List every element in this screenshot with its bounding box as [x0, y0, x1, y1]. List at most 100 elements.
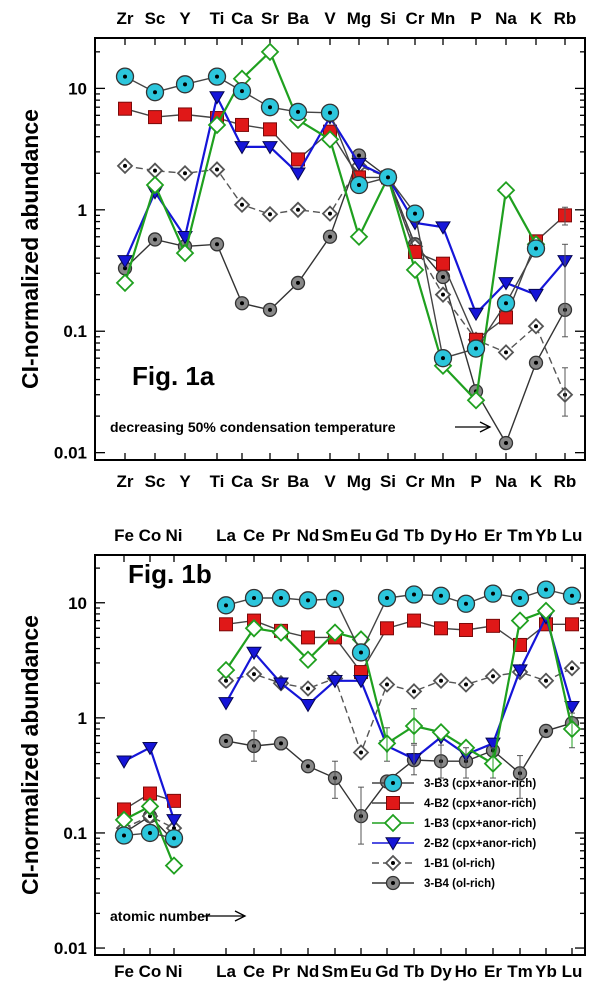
data-point-3-B3-dot — [148, 830, 152, 835]
data-point-3-B4-dot — [268, 307, 272, 312]
data-point-1-B1-dot — [252, 672, 256, 677]
x-tick-label-bottom: Cr — [406, 472, 425, 491]
data-point-1-B3 — [140, 797, 160, 816]
data-point-1-B1-dot — [240, 202, 244, 207]
chart-panel-2: 0.010.1110FeFeCoCoNiNiLaLaCeCePrPrNdNdSm… — [17, 526, 586, 981]
data-point-3-B3-dot — [183, 82, 187, 87]
x-tick-label-top: Mn — [431, 9, 456, 28]
x-tick-label-top: K — [530, 9, 543, 28]
data-point-3-B4-dot — [279, 741, 283, 746]
x-tick-label-top: Y — [179, 9, 191, 28]
x-tick-label-bottom: P — [470, 472, 481, 491]
data-point-3-B4-dot — [224, 738, 228, 743]
x-tick-label-bottom: Nd — [297, 962, 320, 981]
data-point-2-B2 — [564, 700, 580, 715]
x-tick-label-bottom: K — [530, 472, 543, 491]
data-point-1-B3 — [244, 619, 264, 638]
data-point-2-B2 — [353, 675, 369, 689]
x-tick-label-bottom: Er — [484, 962, 502, 981]
series-line-2-B2 — [123, 93, 566, 316]
data-point-3-B4-dot — [534, 360, 538, 365]
x-tick-label-bottom: Zr — [117, 472, 134, 491]
x-tick-label-top: Fe — [114, 526, 134, 545]
data-point-4-B2 — [301, 630, 315, 645]
data-point-2-B2 — [498, 277, 514, 291]
legend: 3-B3 (cpx+anor-rich) 4-B2 (cpx+anor-rich)… — [372, 773, 536, 891]
x-tick-label-bottom: Yb — [535, 962, 557, 981]
data-point-3-B3-dot — [153, 90, 157, 95]
data-point-3-B3-dot — [491, 591, 495, 596]
data-point-1-B1-dot — [306, 686, 310, 691]
x-tick-label-top: Dy — [430, 526, 452, 545]
data-point-2-B2 — [246, 646, 262, 661]
data-point-1-B1-dot — [215, 167, 219, 172]
x-tick-label-top: Zr — [117, 9, 134, 28]
data-point-3-B3-dot — [439, 593, 443, 598]
x-tick-label-top: Ca — [231, 9, 253, 28]
data-point-3-B4-dot — [328, 234, 332, 239]
legend-label-2-B2: 2-B2 (cpx+anor-rich) — [424, 838, 536, 850]
data-point-1-B3 — [216, 660, 236, 680]
data-point-3-B3-dot — [268, 105, 272, 110]
axis-annotation: decreasing 50% condensation temperature — [110, 419, 396, 435]
x-tick-label-bottom: Gd — [375, 962, 399, 981]
data-point-3-B4-dot — [306, 764, 310, 769]
data-point-3-B3-dot — [413, 211, 417, 216]
y-tick-label: 0.01 — [54, 444, 87, 463]
data-point-3-B4-dot — [215, 242, 219, 247]
x-tick-label-bottom: Eu — [350, 962, 372, 981]
x-tick-label-bottom: Lu — [562, 962, 583, 981]
x-tick-label-top: Sc — [145, 9, 166, 28]
data-point-3-B3-dot — [215, 74, 219, 79]
data-point-2-B2 — [218, 697, 234, 711]
x-tick-label-bottom: Dy — [430, 962, 452, 981]
data-point-3-B3-dot — [357, 183, 361, 188]
data-point-1-B3 — [325, 623, 345, 642]
data-point-3-B4-dot — [240, 301, 244, 306]
legend-marker-3-B3-dot — [391, 781, 395, 785]
data-point-3-B3-dot — [359, 650, 363, 655]
series-1-B3 — [114, 601, 582, 875]
data-point-4-B2 — [407, 613, 421, 628]
x-tick-label-top: Lu — [562, 526, 583, 545]
legend-marker-1-B1-dot — [391, 861, 395, 865]
y-tick-label: 1 — [78, 709, 87, 728]
panel-label: Fig. 1a — [132, 361, 215, 391]
legend-label-1-B1: 1-B1 (ol-rich) — [424, 858, 495, 870]
legend-marker-1-B3 — [383, 813, 403, 833]
data-point-2-B2 — [528, 288, 544, 303]
data-point-1-B1-dot — [464, 682, 468, 687]
data-point-4-B2 — [235, 117, 249, 132]
data-point-4-B2 — [219, 617, 233, 632]
data-point-3-B4-dot — [357, 153, 361, 158]
x-tick-label-top: La — [216, 526, 236, 545]
data-point-3-B3-dot — [172, 836, 176, 841]
data-point-3-B3-dot — [123, 74, 127, 79]
data-point-2-B2 — [300, 698, 316, 713]
data-point-4-B2 — [380, 621, 394, 636]
data-point-1-B1-dot — [570, 666, 574, 671]
data-point-4-B2 — [436, 256, 450, 271]
data-point-1-B3 — [145, 175, 165, 195]
data-point-3-B3-dot — [504, 301, 508, 306]
x-tick-label-bottom: Mn — [431, 472, 456, 491]
data-point-3-B4-dot — [441, 274, 445, 279]
x-tick-label-top: Ba — [287, 9, 309, 28]
data-point-1-B1-dot — [491, 674, 495, 679]
data-point-3-B3-dot — [224, 603, 228, 608]
x-tick-label-top: Ho — [455, 526, 478, 545]
x-tick-label-bottom: Y — [179, 472, 191, 491]
data-point-1-B1-dot — [183, 171, 187, 176]
data-point-3-B3-dot — [306, 598, 310, 603]
series-line-2-B2 — [225, 614, 574, 761]
data-point-1-B1-dot — [359, 750, 363, 755]
x-tick-label-bottom: Tm — [507, 962, 533, 981]
y-tick-label: 1 — [78, 201, 87, 220]
data-point-2-B2 — [142, 741, 158, 756]
data-point-3-B3-dot — [252, 595, 256, 600]
series-line-3-B4 — [124, 154, 566, 445]
data-point-3-B3-dot — [441, 356, 445, 361]
data-point-3-B3-dot — [518, 595, 522, 600]
data-point-1-B3 — [115, 273, 135, 293]
data-point-3-B3-dot — [570, 593, 574, 598]
